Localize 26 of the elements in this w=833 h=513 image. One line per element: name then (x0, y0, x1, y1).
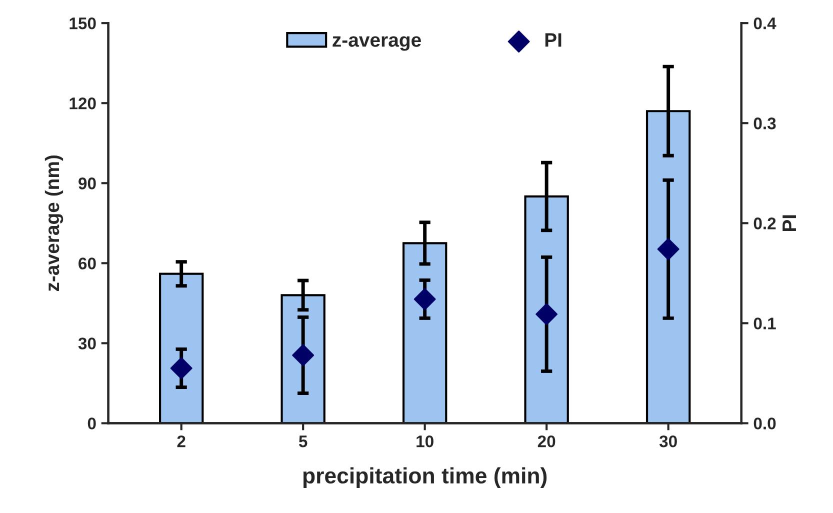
y-tick-label: 0 (88, 418, 96, 430)
x-tick-label: 30 (659, 435, 677, 448)
y2-tick-label: 0.4 (754, 17, 776, 30)
x-tick-label: 5 (298, 436, 308, 448)
y-tick-label: 150 (70, 17, 96, 30)
y2-tick-label: 0.0 (754, 418, 776, 430)
x-axis-title: precipitation time (min) (303, 467, 547, 488)
point (292, 344, 314, 366)
y-tick-label: 30 (78, 338, 96, 350)
legend-label: PI (545, 33, 562, 47)
y-tick-label: 120 (70, 98, 96, 110)
x-tick-label: 10 (416, 435, 434, 448)
point (170, 357, 192, 380)
y2-tick-label: 0.3 (754, 118, 776, 130)
legend-label: z-average (332, 36, 421, 51)
point (657, 238, 680, 260)
x-tick-label: 20 (538, 435, 556, 448)
y2-tick-label: 0.2 (754, 218, 776, 230)
y2-axis-title: PI (782, 215, 796, 232)
y-tick-label: 90 (78, 178, 96, 190)
y-axis-title: z-average (nm) (44, 156, 64, 291)
point (536, 303, 558, 326)
x-tick-label: 2 (177, 435, 186, 448)
point (414, 288, 436, 310)
y2-tick-label: 0.1 (754, 318, 776, 330)
y-tick-label: 60 (78, 258, 96, 270)
